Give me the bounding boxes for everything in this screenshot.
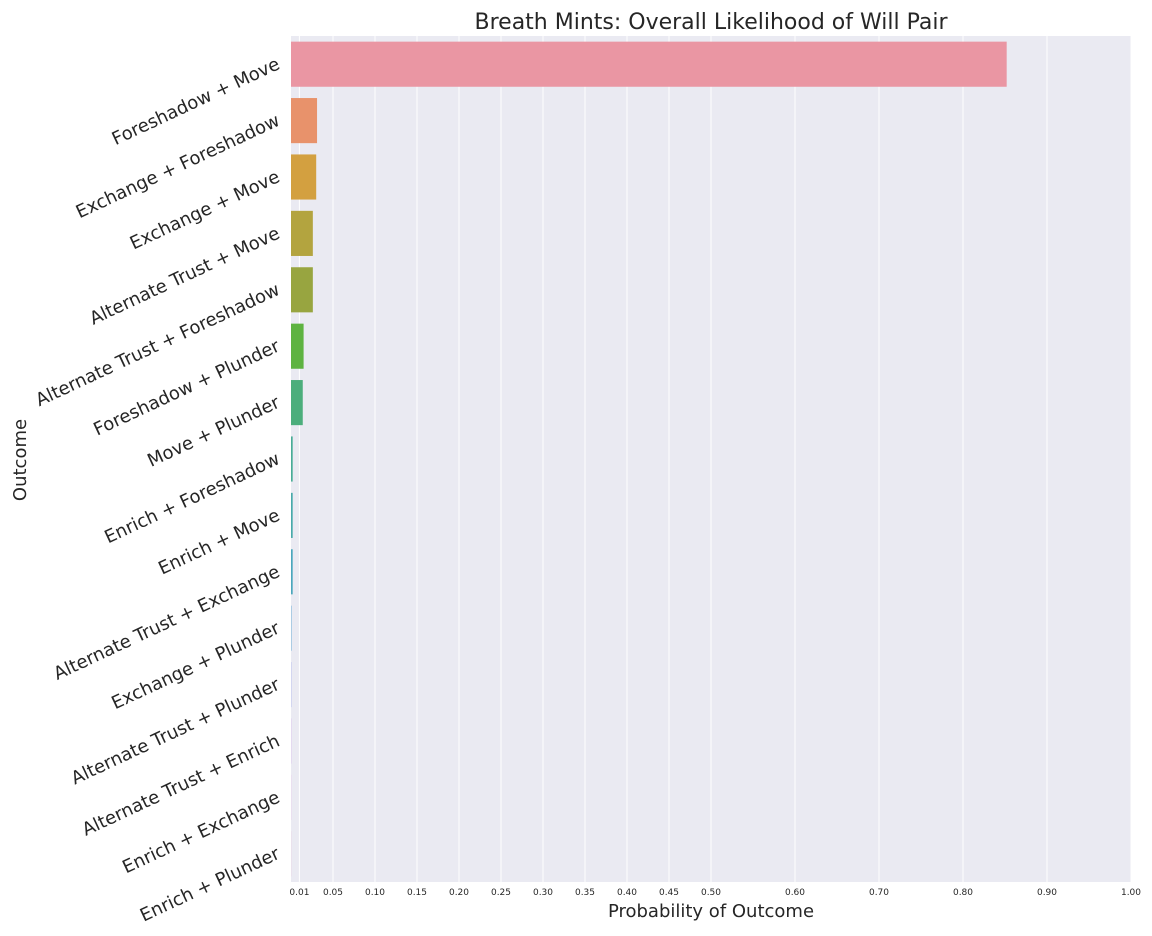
x-tick-label: 0.80 [953, 888, 973, 898]
category-label: Exchange + Foreshadow [73, 110, 283, 223]
x-tick-label: 0.05 [323, 888, 343, 898]
bar [291, 492, 293, 538]
bar [291, 154, 317, 200]
bar [291, 210, 313, 256]
bar [291, 267, 313, 313]
x-tick-label: 0.25 [491, 888, 511, 898]
x-axis-label: Probability of Outcome [608, 901, 814, 922]
grid-lines [298, 36, 1132, 882]
category-label: Alternate Trust + Move [86, 223, 283, 330]
y-axis-label: Outcome [10, 419, 31, 501]
x-tick-label: 0.20 [449, 888, 469, 898]
bar [291, 380, 303, 426]
x-tick-label: 0.60 [785, 888, 805, 898]
chart-title: Breath Mints: Overall Likelihood of Will… [475, 10, 949, 35]
bars [291, 41, 1007, 877]
x-tick-label: 0.30 [533, 888, 553, 898]
x-tick-label: 0.40 [617, 888, 637, 898]
x-tick-label: 0.90 [1037, 888, 1057, 898]
category-label: Alternate Trust + Exchange [50, 561, 283, 684]
x-tick-label: 0.01 [289, 888, 309, 898]
bar [291, 41, 1007, 87]
x-tick-label: 0.70 [869, 888, 889, 898]
bar [291, 323, 304, 369]
x-tick-label: 0.35 [575, 888, 595, 898]
bar [291, 549, 293, 595]
category-label: Alternate Trust + Enrich [79, 730, 283, 840]
bar [291, 98, 318, 144]
x-tick-label: 1.00 [1121, 888, 1141, 898]
bar [291, 436, 293, 482]
x-tick-label: 0.50 [701, 888, 721, 898]
x-tick-label: 0.10 [365, 888, 385, 898]
x-tick-label: 0.15 [407, 888, 427, 898]
x-tick-label: 0.45 [659, 888, 679, 898]
x-tick-labels: 0.01 0.05 0.10 0.15 0.20 0.25 0.30 0.35 0.40 0.45… [289, 888, 1141, 898]
category-label: Alternate Trust + Plunder [68, 674, 284, 789]
